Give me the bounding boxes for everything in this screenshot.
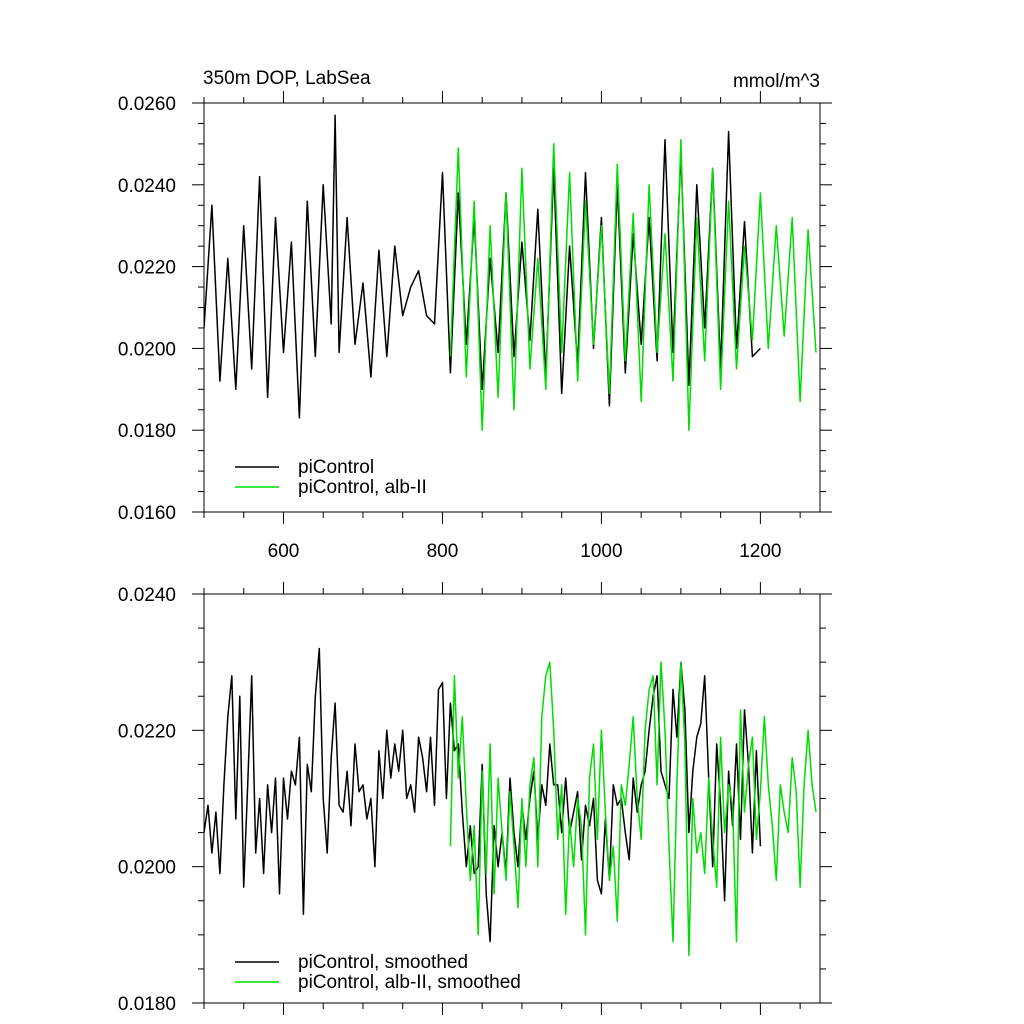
y-tick-label: 0.0220 [118,258,176,279]
y-tick-label: 0.0240 [118,585,176,606]
y-tick-label: 0.0220 [118,721,176,742]
legend-label: piControl, smoothed [298,952,468,973]
x-tick-label: 1000 [580,541,622,562]
y-tick-label: 0.0260 [118,94,176,115]
top-panel: 0.0160 0.0180 0.0200 0.0220 0.0240 0.0260 600 8… [118,91,832,562]
legend-label: piControl, alb-II [298,477,427,498]
series-line-picontrol-alb-ii [449,139,817,431]
y-tick-label: 0.0180 [118,421,176,442]
x-tick-label: 600 [268,541,300,562]
bottom-panel: 0.0180 0.0200 0.0220 0.0240 piControl, smoot… [118,582,832,1015]
legend-label: piControl [298,457,374,478]
y-tick-label: 0.0200 [118,339,176,360]
y-tick-label: 0.0200 [118,858,176,879]
y-tick-label: 0.0240 [118,176,176,197]
units-label: mmol/m^3 [733,71,820,92]
legend-label: piControl, alb-II, smoothed [298,972,521,993]
x-tick-label: 1200 [739,541,781,562]
x-tick-label: 800 [427,541,459,562]
y-tick-label: 0.0180 [118,994,176,1015]
chart-title: 350m DOP, LabSea [203,68,371,89]
series-line-picontrol-alb-ii [449,661,817,957]
y-tick-label: 0.0160 [118,503,176,524]
